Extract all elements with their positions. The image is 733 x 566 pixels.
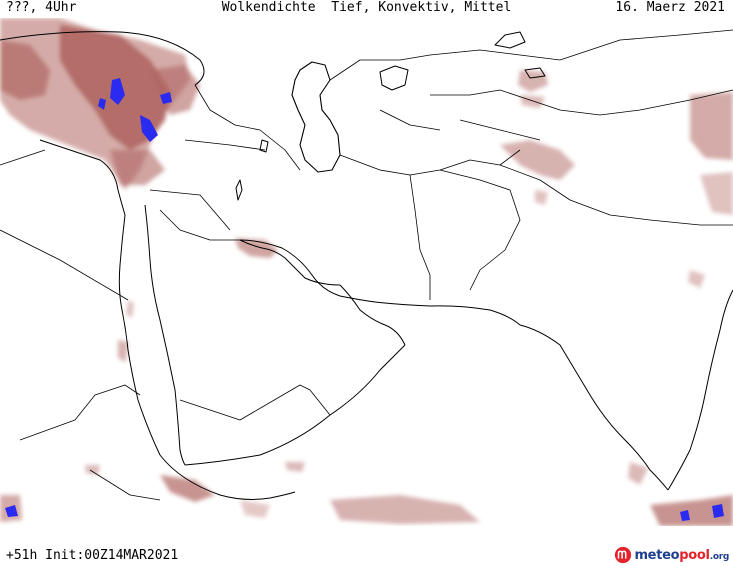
cloud-cover-layer bbox=[0, 18, 733, 526]
meteopool-logo-text: meteopool.org bbox=[634, 547, 729, 563]
meteopool-logo-icon bbox=[615, 546, 632, 564]
map-title: Wolkendichte Tief, Konvektiv, Mittel bbox=[221, 0, 512, 15]
map-time-label: ???, 4Uhr bbox=[6, 0, 77, 15]
forecast-init-label: +51h Init:00Z14MAR2021 bbox=[6, 548, 179, 563]
coastlines-borders bbox=[0, 29, 733, 501]
weather-map bbox=[0, 18, 733, 526]
map-date: 16. Maerz 2021 bbox=[615, 0, 725, 15]
meteopool-logo[interactable]: meteopool.org bbox=[614, 544, 729, 566]
convective-cells-layer bbox=[5, 78, 724, 521]
